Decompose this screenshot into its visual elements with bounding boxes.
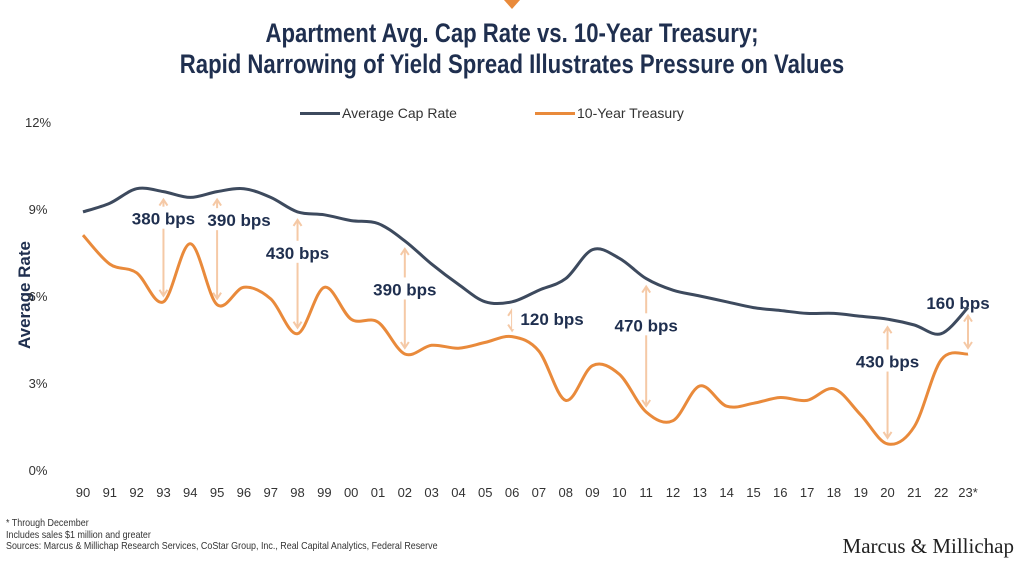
label-background — [199, 208, 280, 231]
y-tick-label: 9% — [29, 202, 48, 217]
spread-label: 430 bps — [266, 244, 329, 263]
label-background — [257, 240, 338, 263]
spread-label: 390 bps — [207, 211, 270, 230]
arrow-head-up-icon — [641, 284, 652, 294]
arrow-head-down-icon — [292, 321, 303, 330]
arrow-head-down-icon — [158, 289, 169, 298]
y-tick-label: 6% — [29, 289, 48, 304]
x-tick-label: 23* — [958, 485, 978, 500]
arrow-head-down-icon — [212, 292, 222, 301]
x-tick-label: 02 — [398, 485, 412, 500]
x-tick-label: 16 — [773, 485, 787, 500]
x-tick-label: 05 — [478, 485, 492, 500]
legend-item-treasury: 10-Year Treasury — [535, 105, 684, 121]
legend-label: 10-Year Treasury — [577, 105, 684, 121]
y-tick-label: 0% — [29, 463, 48, 478]
x-tick-label: 19 — [853, 485, 867, 500]
label-background — [847, 349, 928, 372]
arrow-head-down-icon — [963, 341, 973, 350]
spread-label: 160 bps — [926, 294, 989, 313]
spread-label: 470 bps — [615, 316, 678, 335]
x-tick-label: 04 — [451, 485, 465, 500]
x-tick-label: 15 — [746, 485, 760, 500]
arrow-head-up-icon — [963, 313, 973, 323]
spread-label: 430 bps — [856, 353, 919, 372]
chart-title: Apartment Avg. Cap Rate vs. 10-Year Trea… — [92, 18, 932, 80]
label-background — [918, 290, 998, 313]
treasury-line — [81, 234, 969, 446]
footnote-sources: Sources: Marcus & Millichap Research Ser… — [6, 540, 438, 552]
legend-swatch — [535, 111, 575, 115]
spread-label: 390 bps — [373, 280, 436, 299]
footnotes: * Through December Includes sales $1 mil… — [6, 517, 438, 553]
x-tick-label: 94 — [183, 485, 197, 500]
x-tick-label: 99 — [317, 485, 331, 500]
x-tick-label: 00 — [344, 485, 358, 500]
y-tick-label: 12% — [25, 115, 51, 130]
x-tick-label: 17 — [800, 485, 814, 500]
x-tick-label: 97 — [263, 485, 277, 500]
brand-logo: Marcus & Millichap — [842, 534, 1014, 558]
x-tick-label: 93 — [156, 485, 170, 500]
arrow-head-up-icon — [212, 197, 222, 207]
title-line-2: Rapid Narrowing of Yield Spread Illustra… — [179, 49, 845, 79]
header-marker — [504, 0, 520, 9]
spread-label: 120 bps — [520, 310, 583, 329]
label-background — [364, 277, 445, 300]
x-tick-label: 22 — [934, 485, 948, 500]
x-tick-label: 12 — [666, 485, 680, 500]
x-tick-label: 95 — [210, 485, 224, 500]
legend-label: Average Cap Rate — [342, 105, 457, 121]
arrow-head-up-icon — [399, 247, 410, 256]
legend-item-cap-rate: Average Cap Rate — [300, 105, 457, 121]
arrow-head-down-icon — [882, 431, 893, 440]
label-background — [606, 313, 687, 336]
x-tick-label: 13 — [693, 485, 707, 500]
arrow-head-down-icon — [399, 341, 410, 350]
x-tick-label: 06 — [505, 485, 519, 500]
x-tick-label: 01 — [371, 485, 385, 500]
x-tick-label: 20 — [880, 485, 894, 500]
arrow-head-up-icon — [292, 218, 303, 227]
spread-label: 380 bps — [132, 210, 195, 229]
title-line-1: Apartment Avg. Cap Rate vs. 10-Year Trea… — [265, 18, 759, 48]
footnote: * Through December — [6, 517, 89, 529]
x-tick-label: 10 — [612, 485, 626, 500]
x-tick-label: 91 — [103, 485, 117, 500]
x-tick-label: 21 — [907, 485, 921, 500]
legend-swatch — [300, 111, 340, 115]
arrow-head-up-icon — [158, 197, 169, 207]
x-tick-label: 90 — [76, 485, 90, 500]
arrow-head-down-icon — [641, 399, 652, 408]
arrow-head-up-icon — [882, 325, 893, 334]
x-tick-label: 07 — [532, 485, 546, 500]
x-tick-label: 98 — [290, 485, 304, 500]
y-tick-label: 3% — [29, 376, 48, 391]
x-tick-label: 92 — [129, 485, 143, 500]
label-background — [123, 206, 204, 229]
x-tick-label: 11 — [639, 485, 653, 500]
x-tick-label: 09 — [585, 485, 599, 500]
x-tick-label: 14 — [719, 485, 733, 500]
x-tick-label: 96 — [237, 485, 251, 500]
label-background — [512, 307, 593, 330]
x-tick-label: 08 — [558, 485, 572, 500]
footnote: Includes sales $1 million and greater — [6, 528, 151, 541]
x-tick-label: 03 — [424, 485, 438, 500]
cap-rate-line — [82, 186, 970, 336]
x-tick-label: 18 — [827, 485, 841, 500]
